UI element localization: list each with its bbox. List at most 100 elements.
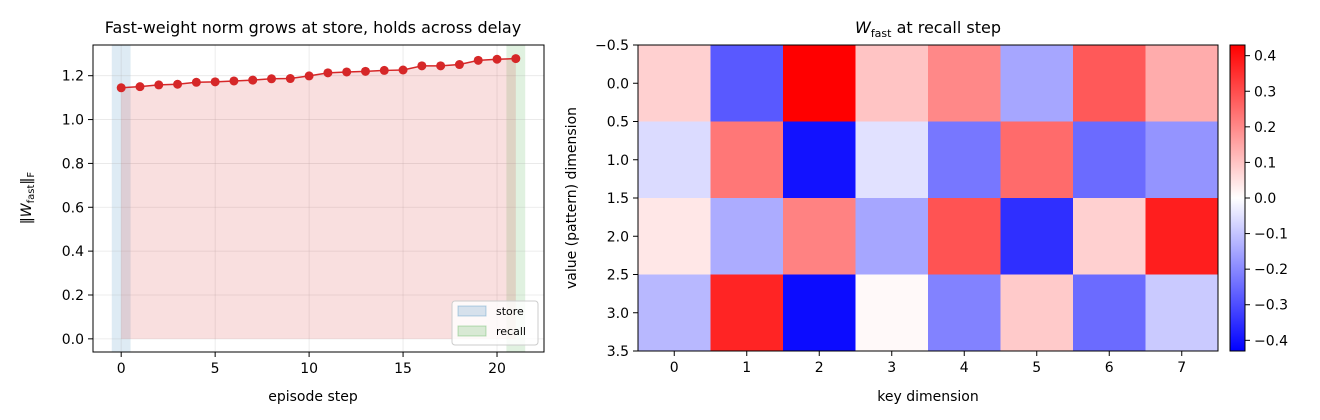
y-tick-label-1.2: 1.2 (62, 69, 84, 85)
x-tick-label-20: 20 (488, 361, 506, 377)
legend-swatch-recall (457, 325, 487, 337)
heatmap-cell-0-4 (928, 45, 1001, 122)
heatmap-title: Wfast at recall step (855, 18, 1001, 40)
line-chart-title: Fast-weight norm grows at store, holds a… (105, 18, 521, 37)
y-tick-label-0.8: 0.8 (62, 156, 84, 172)
heatmap-cell-0-7 (1145, 45, 1219, 122)
heatmap-cell-3-0 (638, 274, 711, 352)
colorbar-tick-label-0.2: 0.2 (1254, 120, 1276, 136)
colorbar-tick-label--0.1: −0.1 (1254, 227, 1288, 243)
phase-bands (111, 45, 526, 352)
data-point-21 (511, 54, 521, 64)
heatmap-y-tick-label-2: 2.0 (607, 229, 629, 245)
data-point-4 (191, 77, 201, 87)
heatmap-cell-3-5 (1000, 274, 1074, 352)
heatmap-cell-2-5 (1000, 198, 1074, 275)
heatmap-cell-0-5 (1000, 45, 1074, 122)
heatmap-cell-3-7 (1145, 274, 1219, 352)
data-point-18 (454, 60, 464, 70)
data-point-15 (398, 65, 408, 75)
legend-swatch-store (457, 305, 487, 317)
heatmap-panel: Wfast at recall step 0 1 2 3 4 5 6 7 −0.5 0.0 0.5 1… (564, 18, 1288, 405)
heatmap-cell-1-1 (710, 121, 784, 199)
x-tick-label-0: 0 (117, 361, 126, 377)
colorbar-tick-label-0.4: 0.4 (1254, 49, 1276, 65)
colorbar (1229, 44, 1246, 352)
heatmap-cell-1-6 (1073, 121, 1146, 199)
heatmap-x-tick-label-2: 2 (815, 360, 824, 376)
heatmap-x-tick-label-3: 3 (887, 360, 896, 376)
heatmap-cell-3-2 (783, 274, 856, 352)
y-tick-label-0.2: 0.2 (62, 288, 84, 304)
legend-label-store: store (496, 305, 524, 318)
colorbar-tick-label-0.1: 0.1 (1254, 155, 1276, 171)
data-point-9 (285, 74, 295, 84)
heatmap-cell-2-3 (855, 198, 929, 275)
data-point-13 (360, 66, 370, 76)
data-point-6 (229, 76, 239, 86)
x-tick-label-10: 10 (300, 361, 318, 377)
heatmap-ticks: 0 1 2 3 4 5 6 7 −0.5 0.0 0.5 1.0 1.5 2.0 2.5 3.0 3.5 (595, 38, 1186, 376)
y-tick-label-0: 0.0 (62, 332, 84, 348)
heatmap-cell-3-3 (855, 274, 929, 352)
heatmap-x-tick-label-1: 1 (742, 360, 751, 376)
heatmap-y-tick-label-0.5: 0.5 (607, 115, 629, 131)
data-point-2 (154, 80, 164, 90)
norm-line (121, 57, 516, 89)
line-chart-ticks: 0 5 10 15 20 0.0 0.2 0.4 0.6 0.8 1.0 1.2 (62, 69, 506, 377)
colorbar-tick-label--0.4: −0.4 (1254, 333, 1288, 349)
heatmap-cells (638, 45, 1219, 352)
data-point-5 (210, 77, 220, 87)
heatmap-cell-3-6 (1073, 274, 1146, 352)
line-chart-axes-frame (92, 44, 545, 353)
y-tick-label-0.6: 0.6 (62, 200, 84, 216)
heatmap-cell-0-3 (855, 45, 929, 122)
data-point-12 (342, 67, 352, 77)
line-chart-panel: Fast-weight norm grows at store, holds a… (19, 18, 545, 405)
line-chart-ylabel: ‖Wfast‖F (19, 172, 37, 225)
heatmap-y-tick-label-2.5: 2.5 (607, 268, 629, 284)
legend-label-recall: recall (496, 325, 526, 338)
heatmap-x-tick-label-5: 5 (1032, 360, 1041, 376)
heatmap-y-tick-label-3.5: 3.5 (607, 344, 629, 360)
heatmap-cell-3-1 (710, 274, 784, 352)
x-tick-label-5: 5 (211, 361, 220, 377)
heatmap-cell-0-1 (710, 45, 784, 122)
heatmap-cell-2-2 (783, 198, 856, 275)
heatmap-cell-1-5 (1000, 121, 1074, 199)
heatmap-y-tick-label-3: 3.0 (607, 306, 629, 322)
heatmap-y-tick-label-1.5: 1.5 (607, 191, 629, 207)
heatmap-cell-2-4 (928, 198, 1001, 275)
data-point-14 (379, 65, 389, 75)
heatmap-x-tick-label-7: 7 (1177, 360, 1186, 376)
data-point-19 (473, 55, 483, 65)
norm-area-fill (121, 58, 516, 339)
heatmap-ylabel: value (pattern) dimension (564, 107, 580, 289)
colorbar-tick-label-0.3: 0.3 (1254, 84, 1276, 100)
colorbar-ticks: 0.4 0.3 0.2 0.1 0.0 −0.1 −0.2 −0.3 −0.4 (1245, 49, 1288, 349)
colorbar-tick-label--0.3: −0.3 (1254, 298, 1288, 314)
heatmap-x-tick-label-4: 4 (960, 360, 969, 376)
heatmap-cell-3-4 (928, 274, 1001, 352)
heatmap-x-tick-label-0: 0 (670, 360, 679, 376)
y-tick-label-1: 1.0 (62, 113, 84, 129)
heatmap-x-tick-label-6: 6 (1105, 360, 1114, 376)
data-point-0 (116, 83, 126, 93)
norm-series (116, 54, 521, 93)
heatmap-y-tick-label-0: 0.0 (607, 76, 629, 92)
heatmap-cell-0-6 (1073, 45, 1146, 122)
heatmap-cell-1-4 (928, 121, 1001, 199)
data-point-1 (135, 82, 145, 92)
data-point-11 (323, 68, 333, 78)
y-tick-label-0.4: 0.4 (62, 244, 84, 260)
data-point-3 (173, 79, 183, 89)
data-point-8 (267, 74, 277, 84)
band-recall (506, 45, 526, 352)
heatmap-cell-0-0 (638, 45, 711, 122)
heatmap-cell-2-1 (710, 198, 784, 275)
line-chart-legend: store recall (451, 300, 539, 346)
data-point-20 (492, 54, 502, 64)
data-point-10 (304, 71, 314, 81)
heatmap-xlabel: key dimension (877, 389, 978, 405)
